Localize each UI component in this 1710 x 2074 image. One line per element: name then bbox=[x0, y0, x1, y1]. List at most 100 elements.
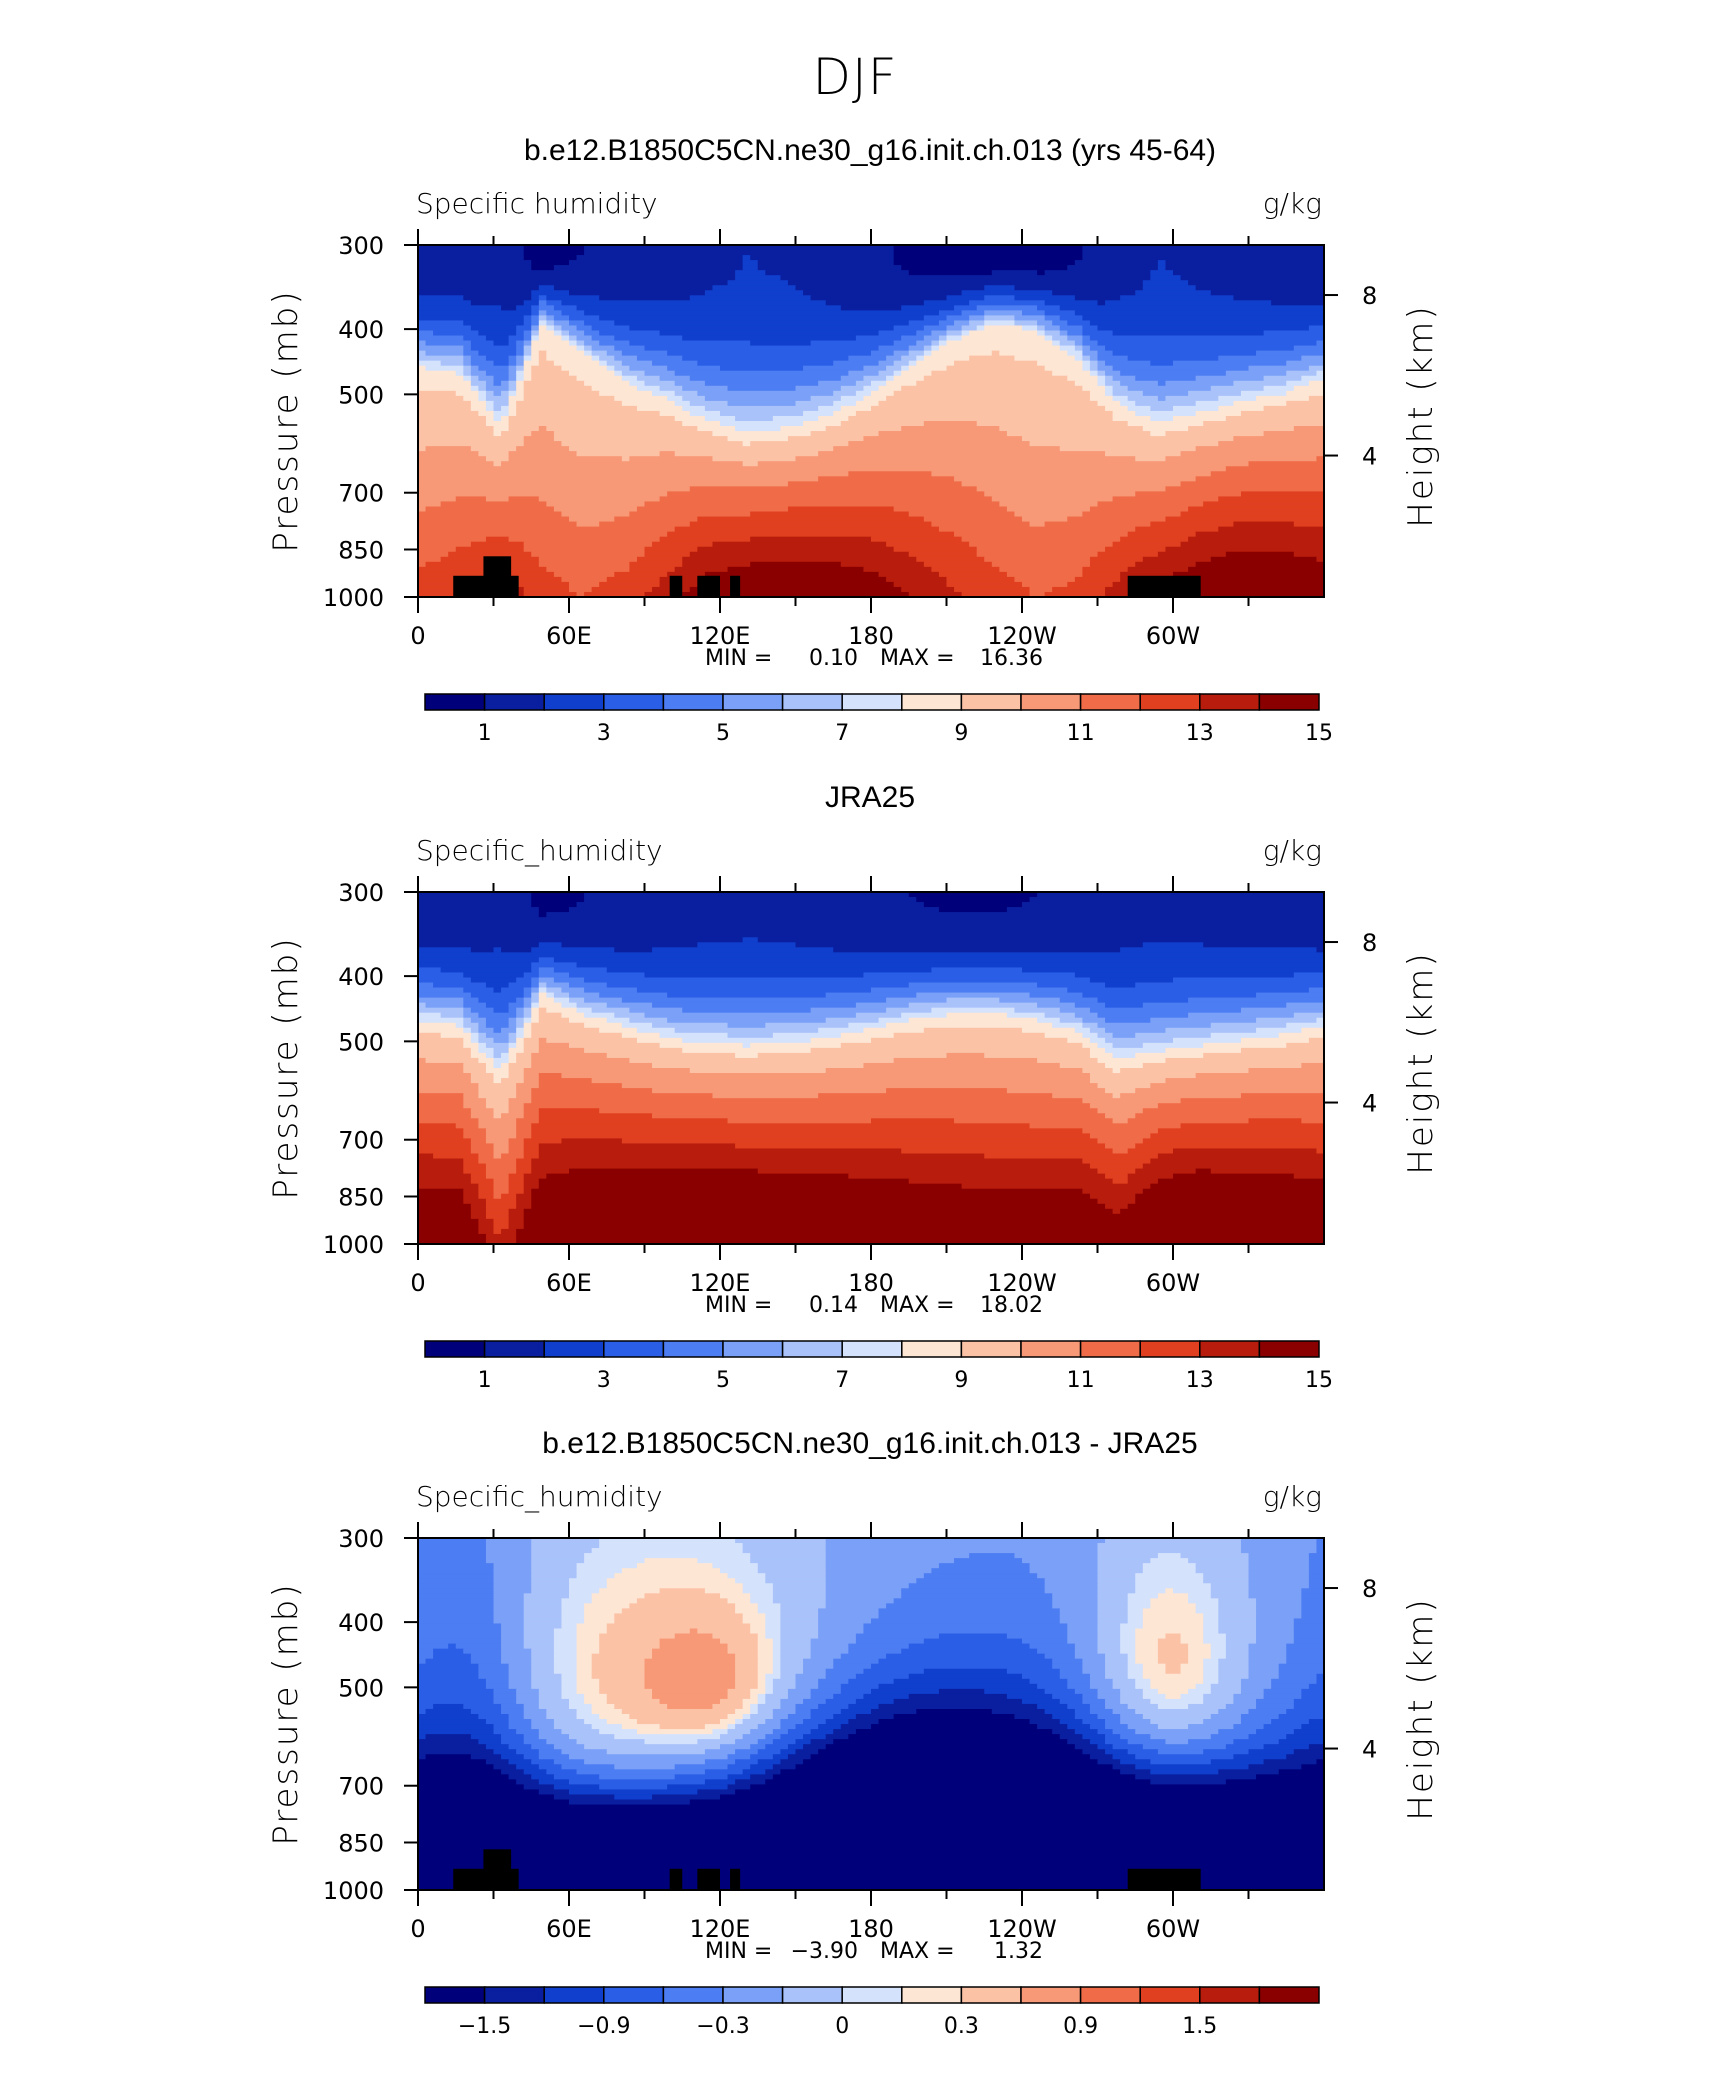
field-cell bbox=[644, 345, 880, 352]
field-cell bbox=[538, 1703, 570, 1710]
field-cell bbox=[523, 385, 593, 392]
field-cell bbox=[418, 536, 487, 543]
field-cell bbox=[501, 1052, 510, 1059]
field-cell bbox=[508, 355, 517, 362]
field-cell bbox=[569, 982, 608, 989]
field-cell bbox=[621, 1083, 1099, 1089]
field-cell bbox=[1240, 390, 1287, 397]
field-cell bbox=[418, 295, 464, 301]
field-cell bbox=[606, 1693, 653, 1700]
field-cell bbox=[614, 365, 630, 372]
field-cell bbox=[1082, 1032, 1099, 1039]
field-cell bbox=[735, 1779, 766, 1785]
field-cell bbox=[644, 1593, 721, 1599]
field-cell bbox=[418, 1203, 472, 1210]
field-cell bbox=[1150, 586, 1324, 593]
field-cell bbox=[599, 1688, 653, 1695]
field-cell bbox=[1173, 360, 1287, 367]
field-cell bbox=[1225, 1633, 1257, 1640]
field-cell bbox=[1052, 1663, 1083, 1670]
field-cell bbox=[833, 1714, 857, 1720]
land-mask-block bbox=[669, 575, 683, 597]
field-cell bbox=[478, 1183, 495, 1190]
field-cell bbox=[418, 987, 464, 994]
field-cell bbox=[1165, 486, 1324, 492]
field-cell bbox=[871, 1618, 1061, 1625]
field-cell bbox=[1135, 982, 1324, 989]
field-cell bbox=[606, 576, 661, 583]
field-cell bbox=[418, 1739, 479, 1745]
field-cell bbox=[1089, 355, 1099, 362]
field-cell bbox=[561, 365, 608, 372]
field-cell bbox=[508, 1724, 532, 1730]
field-cell bbox=[991, 496, 1114, 503]
field-cell bbox=[825, 1598, 895, 1604]
field-cell bbox=[848, 1643, 910, 1650]
field-cell bbox=[1240, 1683, 1272, 1690]
field-cell bbox=[463, 350, 479, 357]
field-cell bbox=[1210, 1588, 1250, 1594]
field-cell bbox=[508, 1103, 525, 1109]
field-cell bbox=[501, 405, 510, 412]
field-cell bbox=[418, 1769, 502, 1775]
field-cell bbox=[418, 1663, 479, 1670]
field-cell bbox=[916, 360, 955, 367]
field-cell bbox=[667, 395, 683, 402]
field-cell bbox=[1293, 1628, 1324, 1635]
field-cell bbox=[501, 1653, 532, 1660]
field-cell bbox=[591, 345, 615, 352]
field-cell bbox=[614, 1734, 721, 1740]
field-cell bbox=[765, 1573, 827, 1579]
field-cell bbox=[418, 290, 532, 296]
field-cell bbox=[969, 315, 985, 322]
field-cell bbox=[1037, 982, 1106, 989]
field-cell bbox=[523, 345, 532, 352]
field-cell bbox=[1037, 270, 1046, 276]
colorbar-swatch bbox=[1258, 1986, 1320, 2004]
field-cell bbox=[561, 335, 570, 342]
field-cell bbox=[1052, 1693, 1083, 1700]
field-cell bbox=[591, 1078, 1091, 1084]
field-cell bbox=[591, 1593, 646, 1599]
field-cell bbox=[1157, 581, 1324, 588]
field-cell bbox=[1233, 1739, 1280, 1745]
field-cell bbox=[501, 1633, 525, 1640]
field-cell bbox=[523, 245, 585, 251]
field-cell bbox=[1233, 521, 1295, 528]
field-cell bbox=[584, 892, 910, 898]
y-tick-label: 300 bbox=[338, 232, 384, 260]
field-cell bbox=[418, 1683, 487, 1690]
field-cell bbox=[531, 330, 540, 337]
field-cell bbox=[523, 1223, 1324, 1230]
field-cell bbox=[1180, 1123, 1324, 1129]
field-cell bbox=[1316, 1538, 1324, 1544]
field-cell bbox=[818, 1093, 1053, 1099]
field-cell bbox=[946, 340, 1053, 347]
field-cell bbox=[478, 997, 517, 1004]
field-cell bbox=[516, 581, 570, 588]
field-cell bbox=[1052, 290, 1136, 296]
field-cell bbox=[908, 551, 978, 558]
field-cell bbox=[508, 395, 525, 402]
field-cell bbox=[720, 1593, 751, 1599]
field-cell bbox=[1173, 1148, 1318, 1155]
field-cell bbox=[1135, 456, 1167, 462]
field-cell bbox=[1089, 1037, 1106, 1044]
field-cell bbox=[772, 1588, 827, 1594]
field-cell bbox=[871, 536, 963, 543]
field-cell bbox=[659, 1042, 744, 1049]
field-cell bbox=[1135, 1088, 1324, 1094]
field-cell bbox=[569, 1799, 691, 1806]
field-cell bbox=[689, 551, 910, 558]
field-cell bbox=[727, 1693, 751, 1700]
field-cell bbox=[961, 310, 985, 316]
field-cell bbox=[478, 1057, 495, 1064]
field-cell bbox=[1127, 395, 1159, 402]
field-cell bbox=[418, 1168, 464, 1175]
field-cell bbox=[546, 566, 630, 573]
field-cell bbox=[418, 315, 525, 322]
field-cell bbox=[750, 1784, 1324, 1791]
field-cell bbox=[1105, 1173, 1129, 1180]
field-cell bbox=[493, 1037, 510, 1044]
field-cell bbox=[584, 1558, 646, 1564]
